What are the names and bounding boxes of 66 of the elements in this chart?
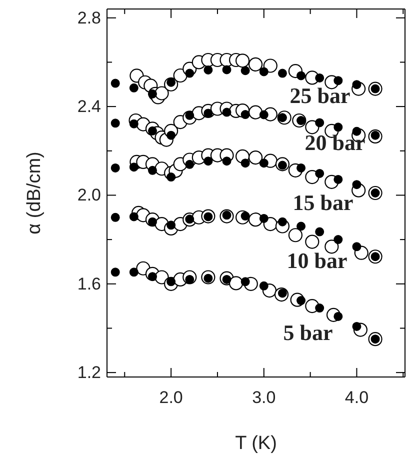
point: [334, 76, 343, 86]
point: [185, 68, 194, 78]
point: [259, 158, 268, 168]
point: [129, 162, 138, 172]
point: [352, 242, 362, 252]
point: [259, 110, 268, 120]
point: [259, 214, 268, 223]
point: [263, 58, 278, 73]
point: [110, 118, 120, 128]
point: [228, 276, 244, 290]
point: [240, 158, 250, 168]
point: [352, 180, 362, 190]
annotation: 25 bar: [290, 83, 350, 108]
point: [315, 304, 324, 313]
point: [148, 166, 157, 175]
point: [129, 83, 138, 92]
point: [110, 212, 120, 222]
y-tick-label: 2.8: [77, 8, 101, 28]
point: [305, 120, 320, 134]
point: [315, 73, 324, 82]
point: [248, 57, 263, 72]
point: [296, 163, 306, 172]
x-tick-label: 3.0: [252, 388, 276, 408]
point: [240, 66, 250, 76]
y-tick-label: 2.0: [77, 186, 101, 205]
point: [315, 169, 324, 178]
point: [235, 54, 250, 68]
point: [248, 150, 263, 165]
point: [204, 156, 213, 166]
y-tick-label: 2.4: [77, 96, 101, 116]
annotation: 20 bar: [304, 130, 366, 156]
point: [129, 268, 138, 277]
x-axis-title: T (K): [235, 433, 277, 454]
point: [305, 234, 320, 249]
y-tick-label: 1.6: [77, 274, 101, 294]
point: [222, 156, 232, 166]
point: [334, 122, 343, 132]
y-tick-label: 1.2: [77, 363, 101, 382]
point: [110, 268, 120, 277]
annotation: 15 bar: [292, 190, 354, 216]
point: [259, 67, 268, 76]
point: [278, 217, 287, 226]
point: [305, 170, 320, 184]
point: [185, 160, 194, 169]
point: [154, 86, 169, 100]
point: [315, 227, 324, 236]
point: [334, 312, 343, 321]
point: [315, 118, 324, 128]
x-tick-label: 4.0: [344, 388, 369, 408]
point: [110, 163, 120, 172]
point: [204, 65, 213, 74]
point: [222, 65, 232, 74]
annotation: 5 bar: [283, 320, 333, 346]
point: [296, 71, 306, 80]
point: [240, 277, 250, 286]
point: [259, 281, 268, 290]
annotation: 10 bar: [286, 248, 348, 274]
point: [288, 228, 303, 242]
point: [334, 235, 343, 244]
point: [296, 222, 306, 231]
point: [334, 174, 343, 184]
point: [166, 130, 176, 140]
x-tick-label: 2.0: [159, 388, 183, 408]
point: [278, 68, 287, 78]
point: [110, 78, 120, 88]
y-axis-title: α (dB/cm): [24, 152, 45, 234]
